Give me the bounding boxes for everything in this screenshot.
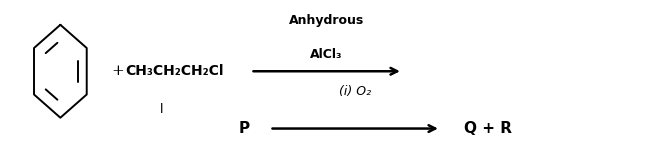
Text: +: +	[111, 64, 124, 78]
Text: AlCl₃: AlCl₃	[311, 48, 343, 61]
Text: (i) O₂: (i) O₂	[339, 85, 371, 98]
Text: CH₃CH₂CH₂Cl: CH₃CH₂CH₂Cl	[126, 64, 224, 78]
Text: Q + R: Q + R	[465, 121, 512, 136]
Text: P: P	[239, 121, 250, 136]
Text: Anhydrous: Anhydrous	[289, 14, 364, 27]
Text: l: l	[160, 103, 164, 116]
